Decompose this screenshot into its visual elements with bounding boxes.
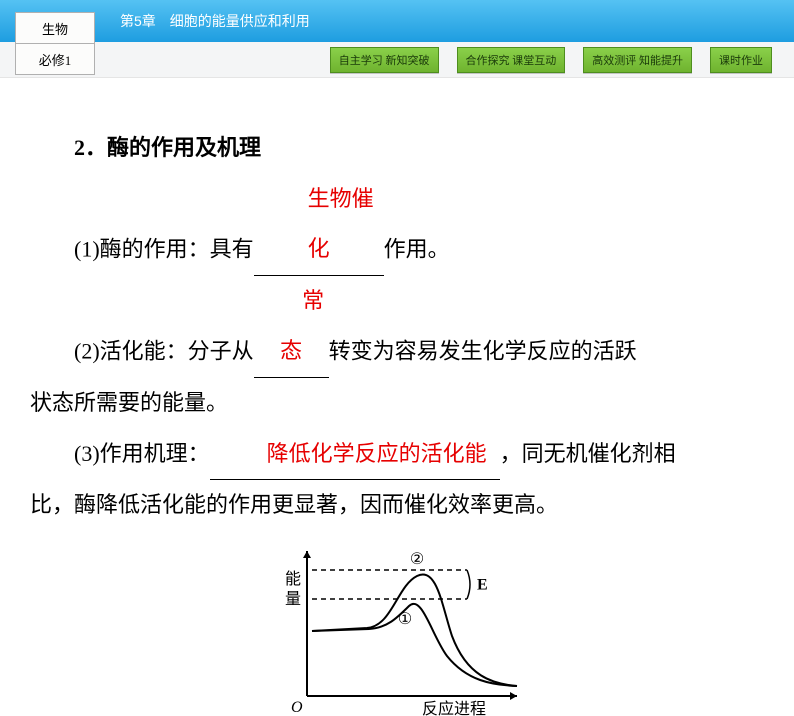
header-bar: 第5章 细胞的能量供应和利用 xyxy=(0,0,794,42)
p1-text-b: 作用。 xyxy=(384,236,450,261)
chapter-title: 第5章 细胞的能量供应和利用 xyxy=(120,11,310,31)
blank-1: 生物催化 xyxy=(254,174,384,276)
blank-2: 常态 xyxy=(254,276,329,378)
para-1: (1)酶的作用：具有 生物催化作用。 xyxy=(30,174,764,276)
p2-text-b: 转变为容易发生化学反应的活跃 xyxy=(329,338,637,363)
p3-text-a: (3)作用机理： xyxy=(74,441,210,466)
fill-3: 降低化学反应的活化能 xyxy=(267,441,487,466)
content-area: 2．酶的作用及机理 (1)酶的作用：具有 生物催化作用。 (2)活化能：分子从 常态… xyxy=(0,78,794,716)
nav-bar: 自主学习 新知突破 合作探究 课堂互动 高效测评 知能提升 课时作业 xyxy=(0,42,794,78)
section-title: 2．酶的作用及机理 xyxy=(30,123,764,174)
nav-btn-test[interactable]: 高效测评 知能提升 xyxy=(583,47,692,73)
nav-btn-hw[interactable]: 课时作业 xyxy=(710,47,772,73)
para-3: (3)作用机理： 降低化学反应的活化能 ，同无机催化剂相 xyxy=(30,429,764,481)
svg-text:能: 能 xyxy=(285,570,301,588)
blank-3: 降低化学反应的活化能 xyxy=(210,429,500,481)
fill-1: 生物催化 xyxy=(308,186,374,262)
nav-btn-study[interactable]: 自主学习 新知突破 xyxy=(330,47,439,73)
svg-text:O: O xyxy=(291,699,303,716)
svg-text:②: ② xyxy=(410,551,424,568)
nav-btn-coop[interactable]: 合作探究 课堂互动 xyxy=(457,47,566,73)
p2-text-a: (2)活化能：分子从 xyxy=(74,338,254,363)
para-3c: 比，酶降低活化能的作用更显著，因而催化效率更高。 xyxy=(30,480,764,531)
svg-text:①: ① xyxy=(398,611,412,628)
svg-text:反应进程: 反应进程 xyxy=(422,699,486,716)
para-2c: 状态所需要的能量。 xyxy=(30,378,764,429)
svg-text:量: 量 xyxy=(285,591,301,608)
svg-text:E: E xyxy=(477,576,488,593)
para-2: (2)活化能：分子从 常态转变为容易发生化学反应的活跃 xyxy=(30,276,764,378)
p1-text-a: (1)酶的作用：具有 xyxy=(74,236,254,261)
tab-book[interactable]: 必修1 xyxy=(15,44,95,75)
energy-diagram: E ② ① 能量反应进程 O xyxy=(257,536,537,716)
left-tabs: 生物 必修1 xyxy=(15,12,95,75)
fill-2: 常态 xyxy=(280,288,324,364)
p3-text-b: ，同无机催化剂相 xyxy=(500,441,676,466)
tab-subject[interactable]: 生物 xyxy=(15,12,95,44)
